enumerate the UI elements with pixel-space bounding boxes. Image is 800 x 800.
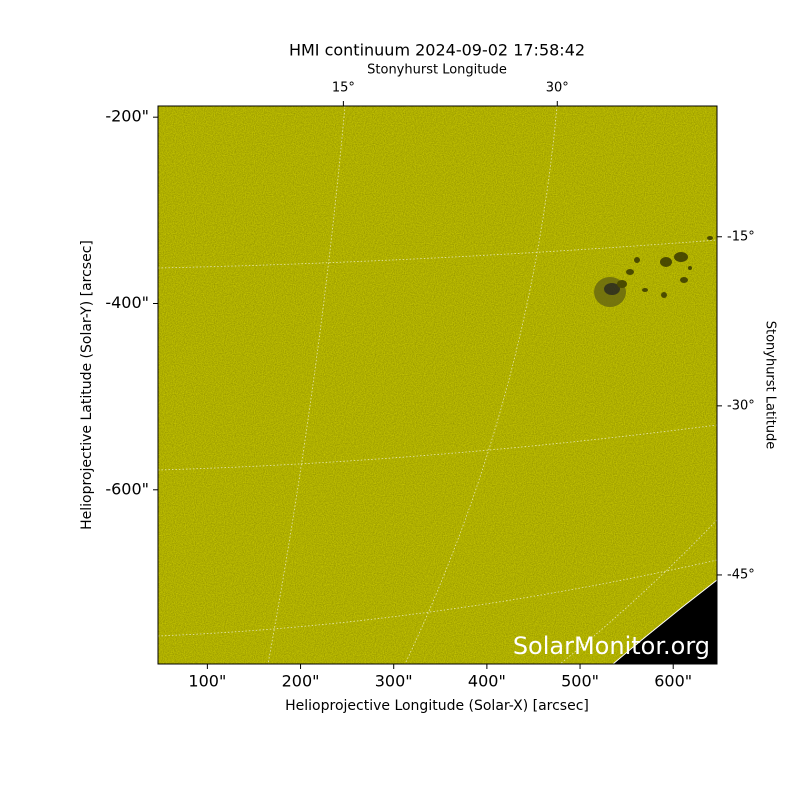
x-tick-label: 600" <box>654 672 692 691</box>
chart-title: HMI continuum 2024-09-02 17:58:42 <box>289 41 585 60</box>
y-tick-label: -600" <box>105 479 149 498</box>
sunspots <box>594 236 713 307</box>
x-tick-label: 400" <box>468 672 506 691</box>
x2-tick-label: 30° <box>546 81 569 96</box>
x2-axis-label: Stonyhurst Longitude <box>367 63 507 78</box>
off-disk <box>613 580 717 664</box>
watermark: SolarMonitor.org <box>513 632 710 660</box>
y-axis-label: Helioprojective Latitude (Solar-Y) [arcs… <box>79 240 95 530</box>
x-tick-label: 500" <box>561 672 599 691</box>
y2-tick-label: -30° <box>727 398 755 413</box>
y-tick-label: -200" <box>105 107 149 126</box>
solar-image: SolarMonitor.org <box>158 106 717 664</box>
x-tick-label: 100" <box>188 672 226 691</box>
x2-tick-label: 15° <box>332 81 355 96</box>
x-axis-label: Helioprojective Longitude (Solar-X) [arc… <box>285 698 589 714</box>
coordinate-grid <box>158 106 717 664</box>
x-tick-label: 300" <box>375 672 413 691</box>
x-tick-label: 200" <box>282 672 320 691</box>
y2-tick-label: -45° <box>727 567 755 582</box>
limb <box>612 579 717 664</box>
axes-frame <box>157 105 718 665</box>
y-tick-label: -400" <box>105 293 149 312</box>
granulation <box>158 106 717 664</box>
y2-axis-label: Stonyhurst Latitude <box>763 321 778 450</box>
y2-tick-label: -15° <box>727 229 755 244</box>
